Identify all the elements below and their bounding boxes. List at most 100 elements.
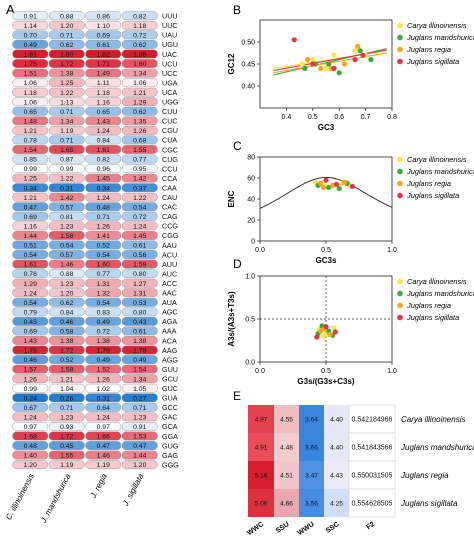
panel-label-a: A — [6, 2, 15, 17]
heatmap-cell-value: 1.32 — [97, 290, 110, 297]
heatmap-cell — [48, 202, 85, 212]
heatmap-cell — [48, 383, 85, 393]
heatmap-cell — [48, 412, 85, 422]
heatmap-cell — [12, 364, 49, 374]
heatmap-cell — [12, 192, 49, 202]
heatmap-cell-value: 1.81 — [24, 52, 37, 59]
heatmap-cell-value: 0.97 — [97, 424, 110, 431]
heatmap-cell — [85, 326, 122, 336]
heatmap-cell-value: 1.38 — [133, 338, 146, 345]
data-point — [320, 184, 326, 191]
table-cell-value: 4.40 — [330, 445, 343, 452]
heatmap-cell-value: 1.04 — [60, 386, 73, 393]
x-tick-label: 0.0 — [255, 368, 265, 375]
heatmap-cell-value: 1.16 — [24, 223, 37, 230]
heatmap-cell-value: 1.46 — [97, 453, 110, 460]
heatmap-cell-value: 1.57 — [24, 367, 37, 374]
heatmap-cell-value: 0.46 — [24, 357, 37, 364]
heatmap-cell — [48, 154, 85, 164]
heatmap-cell — [12, 250, 49, 259]
data-point — [357, 48, 363, 54]
legend-marker — [397, 180, 403, 187]
x-tick-label: 1.0 — [387, 368, 397, 375]
data-point — [330, 182, 336, 188]
table-cell — [299, 433, 324, 461]
heatmap-cell — [12, 374, 49, 384]
data-point — [320, 333, 326, 339]
codon-label: GCU — [162, 374, 178, 383]
heatmap-cell-value: 0.84 — [60, 309, 73, 316]
heatmap-cell — [12, 431, 49, 441]
heatmap-cell-value: 1.60 — [133, 61, 146, 68]
heatmap-cell-value: 1.72 — [60, 348, 73, 355]
heatmap-cell-value: 0.58 — [60, 329, 73, 336]
heatmap-cell — [12, 355, 49, 364]
heatmap-cell — [85, 441, 122, 450]
codon-label: AAC — [162, 289, 177, 298]
data-point — [368, 57, 374, 63]
heatmap-cell — [48, 59, 85, 68]
heatmap-cell — [85, 307, 122, 317]
heatmap-cell — [48, 259, 85, 269]
heatmap-cell — [48, 307, 85, 317]
x-axis-label: GC3s — [316, 256, 337, 265]
heatmap-cell — [121, 11, 158, 21]
data-point — [304, 57, 311, 63]
heatmap-cell — [12, 125, 49, 135]
heatmap-cell-value: 1.25 — [60, 80, 73, 87]
heatmap-cell-value: 1.51 — [24, 71, 37, 78]
heatmap-cell — [12, 68, 49, 78]
y-tick-label: 0.45 — [241, 62, 255, 69]
heatmap-cell — [48, 183, 85, 193]
heatmap-cell-value: 0.24 — [24, 395, 37, 402]
heatmap-cell-value: 0.54 — [133, 204, 146, 211]
heatmap-cell-value: 1.85 — [133, 52, 146, 59]
heatmap-cell-value: 0.61 — [133, 329, 146, 336]
table-column-header: WWC — [246, 521, 265, 537]
heatmap-cell-value: 0.49 — [97, 357, 110, 364]
heatmap-cell — [121, 87, 158, 97]
table-cell-value: 4.48 — [280, 445, 293, 452]
heatmap-cell-value: 1.38 — [97, 338, 110, 345]
panel-label-c: C — [233, 139, 242, 153]
data-point — [327, 331, 333, 338]
species-label: J. regia — [88, 472, 109, 501]
heatmap-cell — [85, 422, 122, 431]
heatmap-cell — [48, 231, 85, 240]
heatmap-cell — [121, 202, 158, 212]
codon-label: GUC — [162, 384, 178, 393]
x-axis-label: G3s/(G3s+C3s) — [297, 377, 354, 386]
heatmap-cell — [48, 49, 85, 59]
heatmap-cell — [85, 297, 122, 307]
heatmap-cell-value: 1.20 — [133, 462, 146, 469]
panel-label-b: B — [233, 3, 241, 17]
heatmap-cell-value: 0.71 — [133, 405, 146, 412]
codon-label: UUU — [162, 12, 178, 21]
heatmap-cell — [12, 106, 49, 116]
heatmap-cell — [85, 402, 122, 412]
codon-label: CAU — [162, 193, 177, 202]
heatmap-cell-value: 0.87 — [60, 157, 73, 164]
legend-label: Juglans regia — [406, 301, 451, 310]
heatmap-cell — [12, 145, 49, 154]
heatmap-cell — [12, 49, 49, 59]
species-label: J. sigillata — [121, 472, 146, 509]
heatmap-cell-value: 1.21 — [24, 128, 37, 135]
heatmap-cell-value: 0.84 — [97, 138, 110, 145]
heatmap-cell-value: 1.35 — [133, 118, 146, 125]
heatmap-cell — [48, 278, 85, 288]
codon-label: GUA — [162, 394, 178, 403]
heatmap-cell-value: 0.76 — [24, 271, 37, 278]
heatmap-cell — [85, 317, 122, 326]
heatmap-cell-value: 1.78 — [24, 348, 37, 355]
legend-label: Juglans regia — [406, 179, 451, 188]
y-tick-label: 80 — [247, 155, 255, 162]
y-tick-label: 60 — [247, 176, 255, 183]
x-tick-label: 0.4 — [282, 114, 292, 121]
codon-label: CGU — [162, 126, 178, 135]
heatmap-cell-value: 0.88 — [60, 271, 73, 278]
heatmap-cell — [85, 383, 122, 393]
legend-marker — [397, 156, 403, 163]
heatmap-cell-value: 1.42 — [60, 195, 73, 202]
data-point — [341, 179, 348, 185]
